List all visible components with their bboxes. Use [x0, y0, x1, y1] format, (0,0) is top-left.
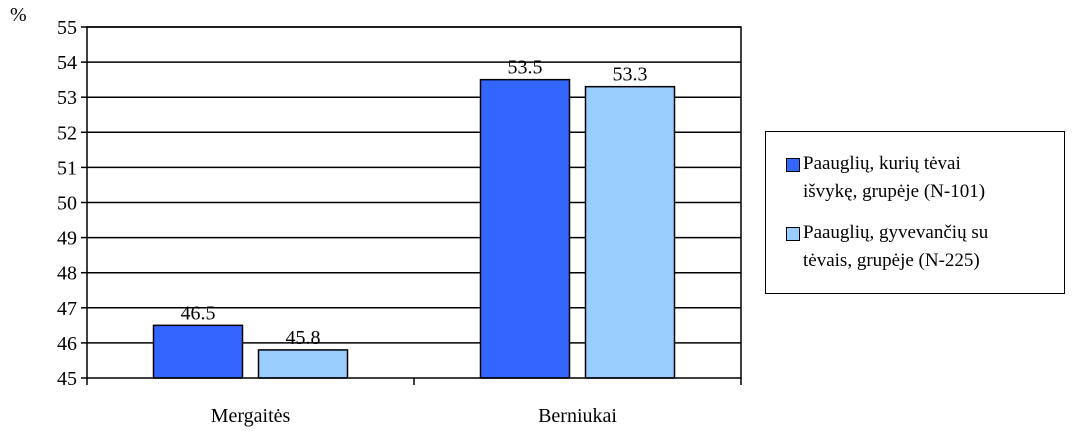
data-labels: 46.5 45.8 53.5 53.3: [181, 57, 648, 349]
y-tick-label: 54: [57, 52, 77, 74]
x-category-label: Mergaitės: [211, 405, 291, 427]
bar: [152, 324, 244, 379]
legend-item-series-2: Paauglių, gyvevančių su tėvais, grupėje …: [786, 219, 1061, 275]
y-tick-label: 55: [57, 17, 77, 39]
y-axis-unit-label: %: [10, 4, 27, 26]
legend: Paauglių, kurių tėvai išvykę, grupėje (N…: [765, 131, 1065, 294]
data-label: 53.3: [613, 64, 648, 86]
legend-label-series-1-line-2: išvykę, grupėje (N-101): [803, 181, 986, 202]
data-label: 53.5: [508, 57, 543, 79]
bar: [479, 78, 571, 379]
data-label: 45.8: [286, 327, 321, 349]
bars: [152, 78, 676, 379]
legend-item-series-1: Paauglių, kurių tėvai išvykę, grupėje (N…: [786, 150, 1061, 206]
legend-swatch-series-1: [786, 158, 800, 172]
y-tick-label: 45: [57, 368, 77, 390]
x-category-label: Berniukai: [538, 405, 617, 427]
data-label: 46.5: [181, 302, 216, 324]
y-axis: 45 46 47 48 49 50 51 52 53 54 55: [57, 17, 87, 390]
legend-swatch-series-2: [786, 227, 800, 241]
legend-label-series-2-line-2: tėvais, grupėje (N-225): [803, 250, 980, 271]
y-tick-label: 47: [57, 298, 77, 320]
legend-label-series-2-line-1: Paauglių, gyvevančių su: [803, 222, 989, 243]
bar: [257, 349, 349, 379]
x-axis: Mergaitės Berniukai: [86, 378, 742, 427]
y-tick-label: 50: [57, 193, 77, 215]
y-tick-label: 53: [57, 87, 77, 109]
y-tick-label: 46: [57, 333, 77, 355]
legend-label-series-1-line-1: Paauglių, kurių tėvai: [803, 153, 961, 174]
y-tick-label: 52: [57, 122, 77, 144]
y-tick-label: 51: [57, 157, 77, 179]
y-tick-label: 48: [57, 263, 77, 285]
bar: [584, 85, 676, 379]
y-tick-label: 49: [57, 228, 77, 250]
